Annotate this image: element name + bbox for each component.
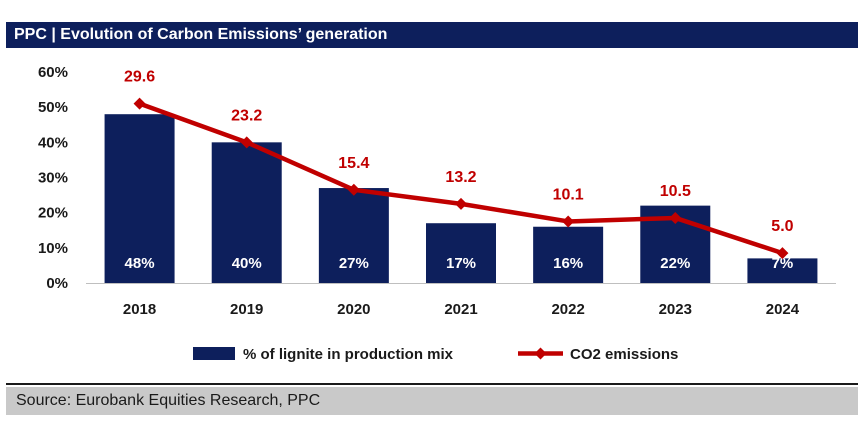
co2-value-label: 29.6 — [124, 69, 155, 86]
co2-marker-2021 — [455, 197, 467, 210]
bar-2022 — [533, 226, 604, 283]
co2-marker-2024 — [776, 247, 789, 260]
source-note: Source: Eurobank Equities Research, PPC — [6, 387, 858, 415]
x-tick-label: 2024 — [766, 301, 800, 318]
bar-value-label: 7% — [772, 255, 794, 272]
y-tick-label: 40% — [38, 134, 68, 151]
x-tick-label: 2023 — [659, 301, 692, 318]
y-tick-label: 20% — [38, 205, 68, 222]
legend-line-marker — [534, 347, 547, 360]
bar-2021 — [426, 223, 496, 283]
y-tick-label: 60% — [38, 64, 68, 81]
co2-marker-2023 — [669, 211, 682, 224]
co2-value-label: 13.2 — [445, 169, 476, 186]
y-tick-label: 10% — [38, 240, 68, 257]
bar-2019 — [211, 142, 282, 283]
bar-value-label: 16% — [553, 255, 583, 272]
chart-title: PPC | Evolution of Carbon Emissions’ gen… — [6, 22, 858, 48]
bar-value-label: 27% — [339, 255, 369, 272]
x-tick-label: 2020 — [337, 301, 370, 318]
y-tick-label: 50% — [38, 99, 68, 116]
co2-value-label: 5.0 — [771, 218, 793, 235]
bar-2020 — [318, 188, 389, 283]
legend-line-label: CO2 emissions — [570, 346, 678, 363]
co2-value-label: 15.4 — [338, 155, 369, 172]
bar-value-label: 22% — [660, 255, 690, 272]
co2-value-label: 10.5 — [660, 183, 691, 200]
bar-2018 — [104, 114, 175, 283]
co2-marker-2019 — [240, 136, 253, 149]
bar-value-label: 40% — [232, 255, 262, 272]
co2-value-label: 10.1 — [553, 186, 584, 203]
y-tick-label: 0% — [46, 275, 68, 292]
y-tick-label: 30% — [38, 170, 68, 187]
bar-value-label: 48% — [125, 255, 155, 272]
legend-bar-swatch — [193, 347, 235, 360]
bar-2024 — [747, 258, 818, 283]
chart-area: 0% 10% 20% 30% 40% 50% 60% 48% 40% 27% 17% 16% 22% 7%… — [0, 52, 865, 382]
x-tick-label: 2022 — [551, 301, 584, 318]
co2-value-label: 23.2 — [231, 107, 262, 124]
divider — [6, 383, 858, 385]
combo-chart: 0% 10% 20% 30% 40% 50% 60% 48% 40% 27% 17% 16% 22% 7%… — [38, 64, 836, 363]
x-tick-label: 2018 — [123, 301, 156, 318]
co2-marker-2018 — [133, 97, 146, 110]
legend-bar-label: % of lignite in production mix — [243, 346, 454, 363]
co2-marker-2022 — [562, 215, 575, 228]
x-tick-label: 2019 — [230, 301, 263, 318]
co2-marker-2020 — [347, 183, 360, 196]
x-tick-label: 2021 — [444, 301, 477, 318]
bar-value-label: 17% — [446, 255, 476, 272]
